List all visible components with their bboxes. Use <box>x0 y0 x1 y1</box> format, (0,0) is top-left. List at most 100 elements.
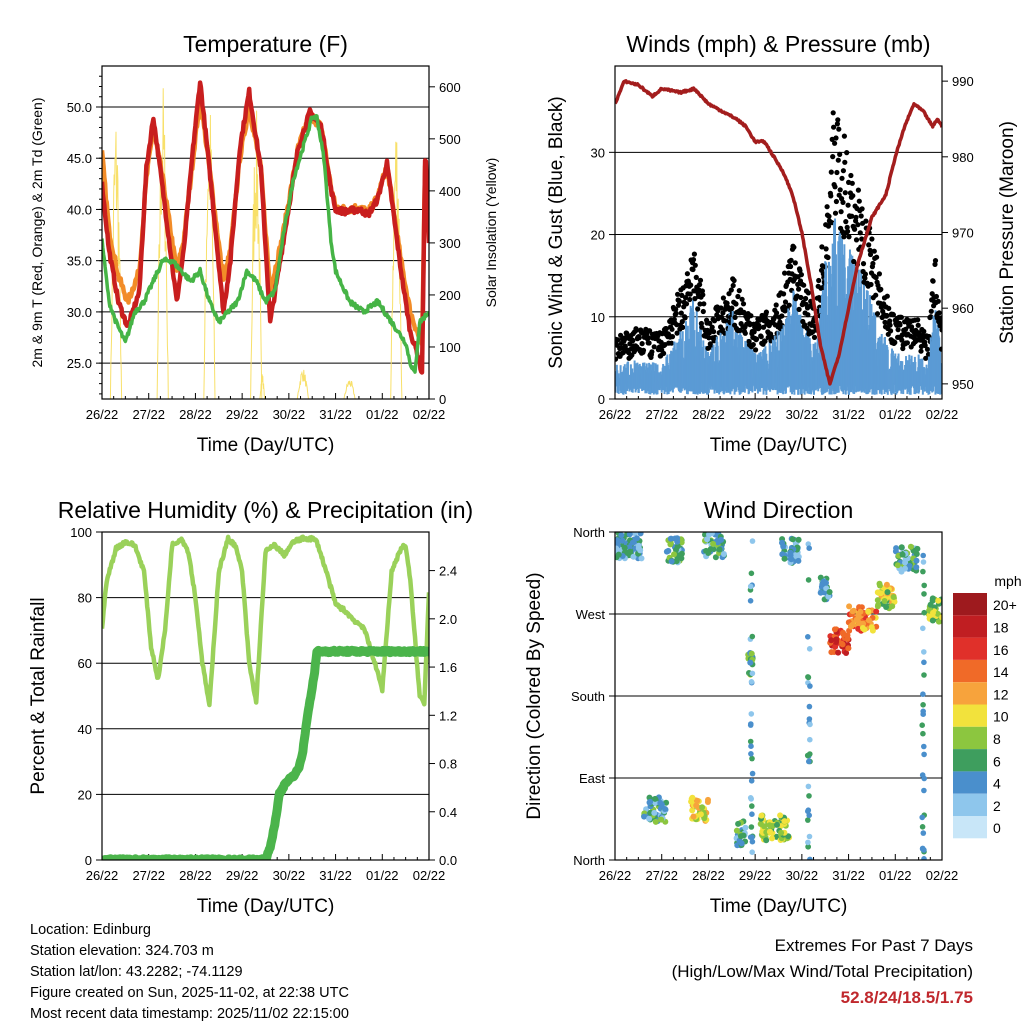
temperature-xtick-label: 31/22 <box>319 407 352 422</box>
wind-direction-point <box>674 535 681 542</box>
humidity-xtick-label: 27/22 <box>132 868 165 883</box>
wind-direction-point <box>748 711 755 717</box>
wind-direction-point <box>742 824 749 831</box>
humidity-xlabel: Time (Day/UTC) <box>197 896 335 917</box>
wind-direction-point <box>704 799 711 805</box>
speed-legend-swatch <box>953 816 987 839</box>
winds-title: Winds (mph) & Pressure (mb) <box>626 31 930 57</box>
gust-point <box>844 224 850 230</box>
wind-direction-point <box>921 847 927 853</box>
info-recent: Most recent data timestamp: 2025/11/02 2… <box>30 1006 349 1022</box>
gust-point <box>844 150 850 156</box>
gust-point <box>851 258 857 265</box>
station-info: Location: Edinburg Station elevation: 32… <box>30 920 349 1025</box>
gust-point <box>831 124 837 130</box>
wind-direction-point <box>865 617 872 624</box>
gust-point <box>839 175 845 181</box>
wind-direction-point <box>840 629 846 636</box>
gust-point <box>687 296 693 303</box>
gust-point <box>922 342 928 349</box>
wind-direction-point <box>807 721 813 728</box>
wind-direction-point <box>621 544 628 551</box>
wind-direction-point <box>920 708 926 715</box>
gust-point <box>782 270 788 276</box>
gust-point <box>823 246 829 252</box>
solar-insolation-line <box>390 141 403 399</box>
wind-direction-point <box>919 722 925 728</box>
direction-ytick-label: West <box>576 607 606 622</box>
gust-point <box>835 117 841 123</box>
wind-direction-point <box>689 807 696 814</box>
speed-legend-label: 18 <box>993 619 1009 635</box>
gust-point <box>856 198 862 204</box>
wind-direction-point <box>832 643 839 650</box>
wind-direction-point <box>930 609 936 616</box>
gust-point <box>646 335 652 341</box>
gust-point <box>915 317 921 323</box>
wind-direction-point <box>749 803 755 809</box>
solar-insolation-line <box>203 114 216 399</box>
wind-direction-point <box>689 794 696 801</box>
gust-point <box>938 315 942 321</box>
wind-direction-point <box>763 837 770 844</box>
wind-direction-point <box>874 589 881 596</box>
gust-point <box>867 251 874 258</box>
speed-legend-swatch <box>953 682 987 705</box>
gust-point <box>651 344 657 350</box>
gust-point <box>886 305 892 311</box>
direction-plot-area <box>615 532 942 860</box>
wind-direction-point <box>795 557 802 564</box>
gust-point <box>871 248 877 254</box>
wind-direction-point <box>747 738 754 745</box>
temperature-ytick-label: 25.0 <box>67 356 92 371</box>
wind-direction-point <box>637 532 644 537</box>
wind-direction-point <box>906 563 913 569</box>
wind-direction-point <box>615 551 622 558</box>
gust-point <box>843 219 849 225</box>
gust-point <box>740 301 747 307</box>
gust-point <box>669 326 675 332</box>
speed-legend-swatch <box>953 659 987 683</box>
speed-legend-swatch <box>953 637 987 660</box>
wind-direction-point <box>839 641 846 648</box>
wind-direction-point <box>773 833 780 840</box>
wind-direction-point <box>805 577 812 583</box>
gust-point <box>739 296 745 302</box>
wind-direction-point <box>921 582 927 589</box>
wind-direction-point <box>712 554 719 561</box>
gust-point <box>845 228 851 234</box>
humidity-ytick-right-label: 0.8 <box>439 757 457 772</box>
wind-direction-point <box>833 636 840 643</box>
wind-direction-point <box>668 558 675 565</box>
wind-direction-point <box>749 849 755 855</box>
temperature-ytick-right-label: 0 <box>439 392 446 407</box>
gust-point <box>687 291 693 297</box>
wind-direction-point <box>914 545 921 552</box>
wind-direction-point <box>788 556 795 563</box>
gust-point <box>709 324 715 330</box>
solar-insolation-line <box>296 369 309 399</box>
gust-point <box>898 314 905 320</box>
wind-direction-point <box>921 609 927 616</box>
wind-direction-point <box>846 603 853 610</box>
gust-point <box>729 305 735 311</box>
wind-direction-point <box>920 730 926 737</box>
gust-point <box>796 306 802 312</box>
direction-xtick-label: 01/22 <box>879 868 912 883</box>
winds-ytick-right-label: 980 <box>952 150 974 165</box>
wind-direction-point <box>710 540 717 547</box>
wind-direction-point <box>920 568 926 575</box>
gust-point <box>904 340 911 346</box>
gust-point <box>825 223 832 229</box>
wind-direction-point <box>921 743 927 750</box>
gust-point <box>887 318 893 324</box>
winds-xtick-label: 29/22 <box>739 407 772 422</box>
wind-direction-point <box>665 547 672 554</box>
temperature-xtick-label: 28/22 <box>179 407 212 422</box>
gust-point <box>837 187 843 193</box>
gust-point <box>869 236 875 242</box>
temperature-title: Temperature (F) <box>183 31 348 57</box>
gust-point <box>646 340 652 346</box>
gust-point <box>742 330 748 336</box>
wind-direction-point <box>920 702 926 708</box>
